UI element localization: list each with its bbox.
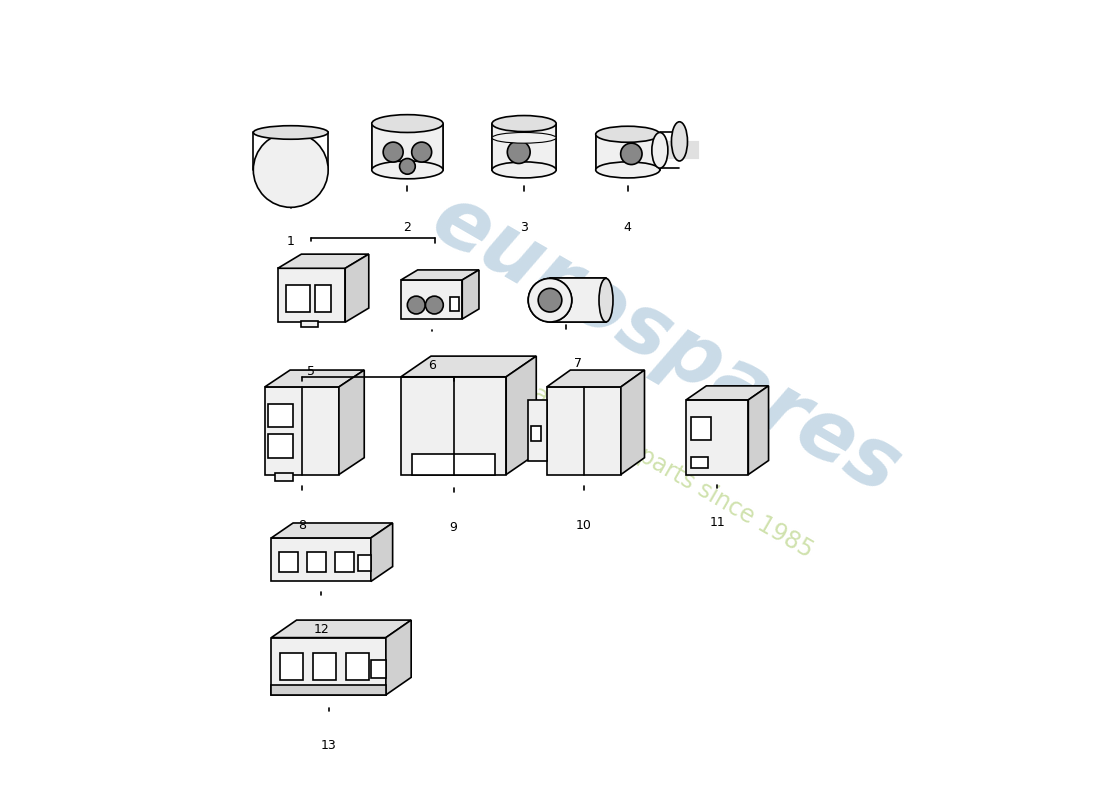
Polygon shape [748,386,769,474]
Bar [450,297,460,310]
Bar [660,142,700,159]
Ellipse shape [253,126,328,139]
Polygon shape [400,280,462,319]
Polygon shape [278,254,368,268]
Circle shape [383,142,403,162]
Bar [268,148,312,192]
Circle shape [528,278,572,322]
Circle shape [528,278,572,322]
Ellipse shape [492,162,557,178]
Bar [293,172,300,180]
Bar [279,653,304,680]
Bar [272,686,386,695]
Bar [301,321,318,327]
Circle shape [407,296,426,314]
Bar [273,143,285,150]
Bar [280,172,288,180]
Circle shape [507,141,530,163]
Ellipse shape [372,161,443,179]
Polygon shape [506,356,537,474]
Polygon shape [547,387,620,474]
Bar [286,285,310,312]
Ellipse shape [596,162,660,178]
Polygon shape [272,523,393,538]
Bar [596,134,660,170]
Circle shape [538,288,562,312]
Bar [359,555,371,570]
Polygon shape [371,523,393,582]
Polygon shape [400,377,506,474]
Text: 11: 11 [710,516,725,529]
Bar [279,552,298,572]
Text: 2: 2 [404,221,411,234]
Text: 9: 9 [450,521,458,534]
Ellipse shape [671,122,688,161]
Ellipse shape [492,133,557,143]
Bar [371,659,386,678]
Bar [345,653,370,680]
Circle shape [426,296,443,314]
Bar [691,458,708,468]
Bar [492,123,557,170]
Polygon shape [272,538,371,582]
Ellipse shape [492,115,557,131]
Text: 8: 8 [298,519,306,532]
Bar [280,160,288,168]
Bar [293,160,300,168]
Bar [412,454,495,474]
Polygon shape [339,370,364,474]
Circle shape [620,143,642,165]
Bar [315,285,331,312]
Text: 7: 7 [574,358,582,370]
Circle shape [399,158,416,174]
Polygon shape [265,387,339,474]
Text: 12: 12 [314,623,329,636]
Text: 4: 4 [624,221,631,234]
Text: 6: 6 [428,359,436,372]
Text: 13: 13 [321,739,337,752]
Text: 3: 3 [520,221,528,234]
Polygon shape [272,620,411,638]
Polygon shape [620,370,645,474]
Bar [268,434,294,458]
Text: 1: 1 [287,235,295,248]
Ellipse shape [600,278,613,322]
Circle shape [411,142,431,162]
Bar [691,417,711,440]
Polygon shape [278,268,345,322]
Ellipse shape [596,126,660,142]
Polygon shape [462,270,478,319]
Polygon shape [686,386,769,400]
Ellipse shape [372,114,443,133]
Polygon shape [686,400,748,474]
Bar [531,426,541,441]
Text: eurospares: eurospares [418,178,915,512]
Bar [336,552,354,572]
Bar [307,552,327,572]
Polygon shape [547,370,645,387]
Polygon shape [386,620,411,695]
Polygon shape [400,270,478,280]
Text: passion for parts since 1985: passion for parts since 1985 [516,374,817,562]
Circle shape [253,133,328,207]
Bar [550,278,606,322]
Polygon shape [265,370,364,387]
Bar [268,404,294,427]
Bar [372,123,443,170]
Polygon shape [400,356,537,377]
Text: 10: 10 [576,519,592,532]
Circle shape [538,288,562,312]
Text: 5: 5 [308,365,316,378]
Bar [312,653,337,680]
Ellipse shape [652,133,668,168]
Bar [275,473,294,482]
Polygon shape [345,254,368,322]
Polygon shape [528,400,547,461]
Polygon shape [272,638,386,695]
